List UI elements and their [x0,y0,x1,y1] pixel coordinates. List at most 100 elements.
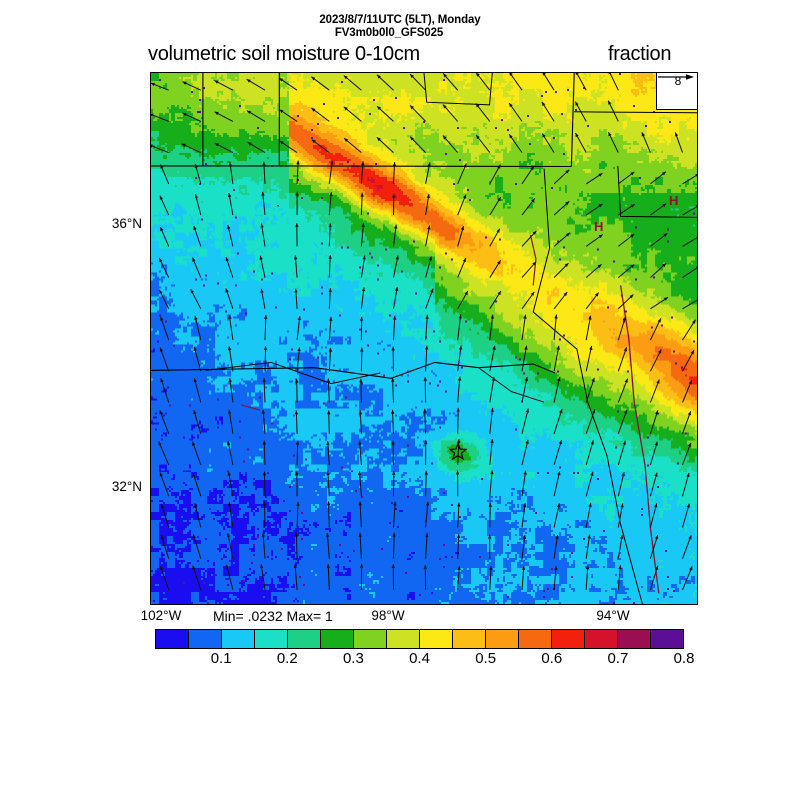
wind-vector [295,191,299,216]
wind-vector [296,316,301,341]
wind-vector [489,566,493,590]
wind-vector [192,257,202,278]
wind-vector [194,163,202,185]
lon-tick-label-102w: 102°W [140,608,182,623]
wind-vector [214,79,234,91]
colorbar-segment-4 [287,630,320,648]
wind-vector [193,225,202,247]
wind-vector [425,225,431,247]
wind-vector [682,472,690,497]
colorbar-tick-0.4: 0.4 [409,650,430,667]
wind-vector [259,255,266,278]
wind-vector [617,347,628,372]
wind-vector [425,345,429,372]
wind-vector [393,255,399,278]
wind-vector [649,410,659,434]
colorbar[interactable] [155,629,684,649]
wind-vector [278,77,298,91]
wind-vector [159,226,170,247]
wind-vector [194,502,202,528]
wind-vector [682,173,697,185]
wind-vector [553,314,558,341]
wind-vector [585,565,590,590]
wind-vector [311,107,330,122]
wind-vector [585,315,592,341]
colorbar-segment-14 [617,630,650,648]
wind-vector [359,563,364,590]
wind-vector [358,471,362,497]
wind-vector [360,192,364,216]
wind-vector [641,132,651,153]
wind-vector [489,376,496,403]
wind-vector [391,564,395,590]
wind-vector [617,378,629,403]
wind-vector [553,470,561,497]
state-border-panhandle-west [151,73,280,167]
wind-vector [489,196,502,216]
colorbar-segment-8 [419,630,452,648]
wind-vector [585,263,602,278]
wind-vector [279,109,298,122]
wind-vector [359,316,364,341]
wind-vector [376,136,394,153]
wind-vector [158,289,170,310]
wind-vector [424,440,428,466]
colorbar-tick-0.2: 0.2 [276,650,298,667]
wind-vector [160,164,170,185]
wind-vector [295,223,299,247]
wind-vector [574,132,587,153]
wind-vector [425,256,432,278]
wind-vector [488,502,492,528]
wind-vector [585,172,603,185]
wind-vector [456,534,461,559]
wind-vector [391,377,395,403]
river-highlight-east [619,285,660,594]
wind-vector [585,234,604,247]
wind-vector [508,102,523,122]
wind-vector [227,192,234,216]
wind-vector [393,501,397,528]
wind-vector [311,76,330,91]
wind-vector [326,563,330,590]
wind-vector [328,223,332,247]
wind-vector [358,532,362,559]
wind-vector [260,288,266,309]
wind-vector [521,291,535,310]
wind-vector [585,409,596,434]
wind-vector [585,345,593,372]
wind-vector [674,132,683,153]
wind-vector [295,471,299,497]
wind-vector [227,471,234,497]
wind-vector [262,377,266,403]
wind-vector [151,144,169,154]
wind-vector [425,314,429,341]
wind-vector [574,101,587,122]
wind-vector [295,440,300,466]
wind-vector [617,534,624,559]
wind-vector [159,472,170,497]
wind-vector [617,409,628,434]
wind-vector [521,165,535,185]
wind-vector [442,73,459,91]
wind-vector [262,161,266,184]
wind-vector [521,230,537,247]
wind-vector [682,299,697,310]
wind-vector [650,232,668,247]
wind-vector [682,503,690,528]
lat-tick-label-32n: 32°N [111,479,142,494]
wind-vector [360,161,365,184]
wind-vector [193,346,202,372]
wind-vector [425,501,430,528]
wind-vector [261,532,266,559]
wind-vector [228,162,234,184]
wind-vector [682,350,695,372]
wind-vector [424,470,428,497]
wind-vector [228,501,234,528]
wind-vector [326,501,331,528]
wind-vector [489,164,501,185]
wind-vector [261,409,266,434]
wind-vector [160,316,170,341]
wind-vector [618,171,635,185]
wind-vector [649,441,658,466]
